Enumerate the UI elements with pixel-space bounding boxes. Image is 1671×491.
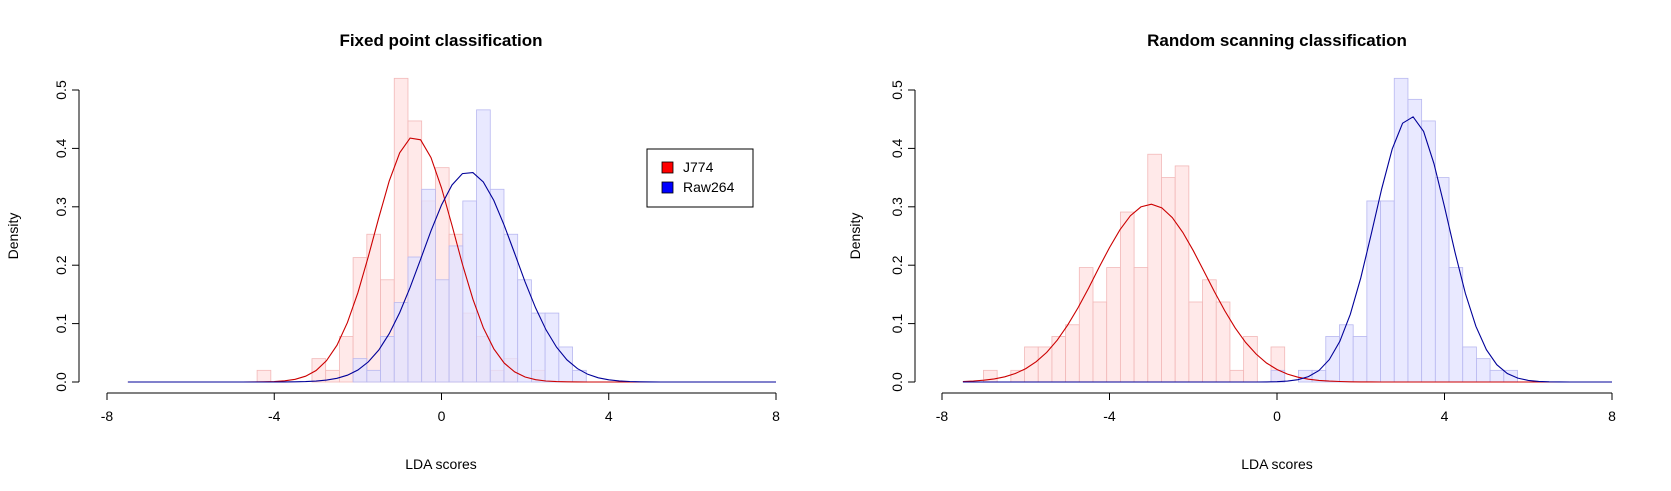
y-tick-label: 0.1 <box>53 314 69 334</box>
x-tick-label: -4 <box>268 408 281 424</box>
bar-j774 <box>1215 301 1231 383</box>
bar-j774 <box>1092 301 1108 383</box>
bar-raw264 <box>352 358 368 383</box>
legend: J774 Raw264 <box>646 148 754 208</box>
bar-raw264 <box>1352 336 1368 383</box>
histogram-bars <box>256 77 587 383</box>
bar-j774 <box>1174 165 1190 383</box>
x-tick-label: 8 <box>1608 408 1616 424</box>
chart-title: Fixed point classification <box>339 31 542 50</box>
bar-raw264 <box>1380 200 1395 383</box>
bar-raw264 <box>1476 358 1491 383</box>
bar-raw264 <box>1489 369 1505 383</box>
chart-title: Random scanning classification <box>1147 31 1407 50</box>
y-tick-label: 0.3 <box>53 197 69 217</box>
bar-raw264 <box>448 245 464 383</box>
x-axis-label: LDA scores <box>405 456 477 472</box>
bar-j774 <box>1078 267 1094 383</box>
bar-j774 <box>1202 279 1217 383</box>
bar-raw264 <box>476 109 491 383</box>
panel-fixed-point: Fixed point classification LDA scores De… <box>5 31 780 472</box>
legend-label-raw264: Raw264 <box>683 179 735 195</box>
bar-j774 <box>1119 211 1135 383</box>
density-curve-raw264 <box>962 116 1612 383</box>
bar-raw264 <box>393 302 409 383</box>
bar-j774 <box>1133 267 1149 383</box>
x-tick-label: 8 <box>772 408 780 424</box>
y-axis-label: Density <box>5 213 21 260</box>
y-tick-label: 0.5 <box>53 80 69 100</box>
y-tick-label: 0.0 <box>889 372 905 392</box>
x-tick-label: 4 <box>605 408 613 424</box>
bar-raw264 <box>1339 324 1354 383</box>
y-tick-label: 0.3 <box>889 197 905 217</box>
bar-raw264 <box>366 369 381 383</box>
panel-random-scanning: Random scanning classification LDA score… <box>847 31 1616 472</box>
y-tick-label: 0.0 <box>53 372 69 392</box>
x-tick-label: -4 <box>1103 408 1116 424</box>
legend-swatch-raw264 <box>661 181 674 194</box>
legend-swatch-j774 <box>661 161 674 174</box>
bar-raw264 <box>1462 346 1477 383</box>
bar-j774 <box>1037 346 1053 383</box>
bar-j774 <box>1161 177 1176 383</box>
bar-raw264 <box>517 279 532 383</box>
bar-raw264 <box>1448 267 1464 383</box>
x-tick-label: 0 <box>1273 408 1281 424</box>
y-axis-label: Density <box>847 213 863 260</box>
y-tick-label: 0.1 <box>889 314 905 334</box>
y-tick-label: 0.2 <box>53 255 69 275</box>
density-curve-raw264 <box>127 172 776 383</box>
bar-raw264 <box>1366 200 1381 383</box>
x-tick-label: -8 <box>936 408 949 424</box>
bar-raw264 <box>462 200 477 383</box>
bar-raw264 <box>434 279 450 383</box>
y-tick-label: 0.4 <box>53 138 69 158</box>
x-tick-label: 4 <box>1441 408 1449 424</box>
bar-j774 <box>256 369 272 383</box>
bar-j774 <box>1065 324 1080 383</box>
x-tick-label: 0 <box>438 408 446 424</box>
density-curve-j774 <box>962 203 1612 383</box>
bar-raw264 <box>1434 177 1450 383</box>
bar-raw264 <box>421 188 436 383</box>
y-tick-label: 0.2 <box>889 255 905 275</box>
bar-j774 <box>1147 153 1162 383</box>
bar-j774 <box>1106 267 1121 383</box>
x-tick-label: -8 <box>101 408 114 424</box>
bar-j774 <box>1188 301 1203 383</box>
bar-raw264 <box>1407 98 1423 383</box>
bar-j774 <box>1229 369 1245 383</box>
legend-label-j774: J774 <box>683 159 714 175</box>
y-tick-label: 0.4 <box>889 138 905 158</box>
histogram-bars <box>983 77 1518 383</box>
x-axis-label: LDA scores <box>1241 456 1313 472</box>
bar-j774 <box>311 358 327 383</box>
y-tick-label: 0.5 <box>889 80 905 100</box>
bar-raw264 <box>1325 336 1340 383</box>
bar-raw264 <box>1393 77 1409 383</box>
